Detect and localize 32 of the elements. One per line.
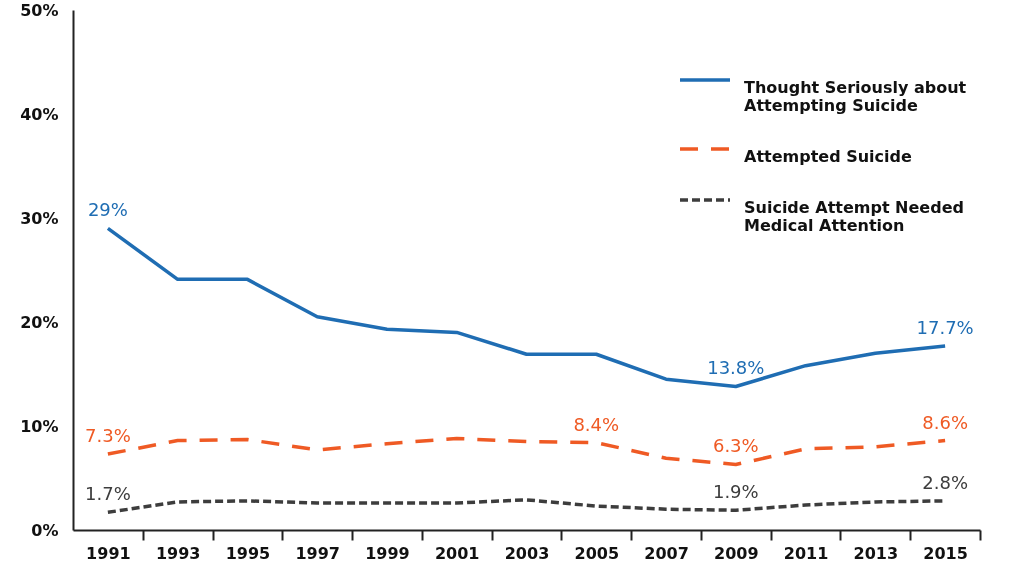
x-tick-label: 2007 bbox=[644, 543, 689, 563]
legend-label: Attempted Suicide bbox=[744, 147, 912, 166]
legend-label: Suicide Attempt Needed Medical Attention bbox=[744, 198, 964, 235]
x-tick-label: 2005 bbox=[574, 543, 620, 563]
data-label: 7.3% bbox=[85, 425, 131, 447]
data-label: 8.4% bbox=[573, 413, 620, 435]
x-tick-label: 2009 bbox=[714, 543, 759, 563]
data-label: 8.6% bbox=[922, 411, 968, 433]
x-tick-label: 2013 bbox=[853, 543, 899, 563]
y-tick-label: 0% bbox=[31, 520, 59, 540]
x-tick-label: 2011 bbox=[783, 543, 829, 563]
y-tick-label: 10% bbox=[20, 416, 59, 436]
data-label: 1.9% bbox=[712, 481, 759, 503]
x-tick-label: 2001 bbox=[434, 543, 480, 563]
legend-label: Thought Seriously about Attempting Suicide bbox=[744, 78, 967, 115]
data-label: 2.8% bbox=[922, 471, 968, 493]
data-label: 1.7% bbox=[85, 483, 131, 505]
data-label: 17.7% bbox=[916, 316, 974, 338]
data-label: 13.8% bbox=[707, 357, 765, 379]
y-tick-label: 30% bbox=[20, 208, 59, 228]
y-tick-label: 20% bbox=[20, 312, 59, 332]
x-tick-label: 2015 bbox=[923, 543, 968, 563]
x-tick-label: 1995 bbox=[225, 543, 271, 563]
x-tick-label: 1991 bbox=[86, 543, 131, 563]
y-tick-label: 50% bbox=[20, 0, 59, 20]
data-label: 29% bbox=[87, 199, 128, 221]
x-tick-label: 2003 bbox=[504, 543, 550, 563]
x-tick-label: 1997 bbox=[295, 543, 340, 563]
data-label: 6.3% bbox=[712, 435, 759, 457]
x-tick-label: 1999 bbox=[365, 543, 410, 563]
y-tick-label: 40% bbox=[20, 104, 59, 124]
x-tick-label: 1993 bbox=[155, 543, 201, 563]
